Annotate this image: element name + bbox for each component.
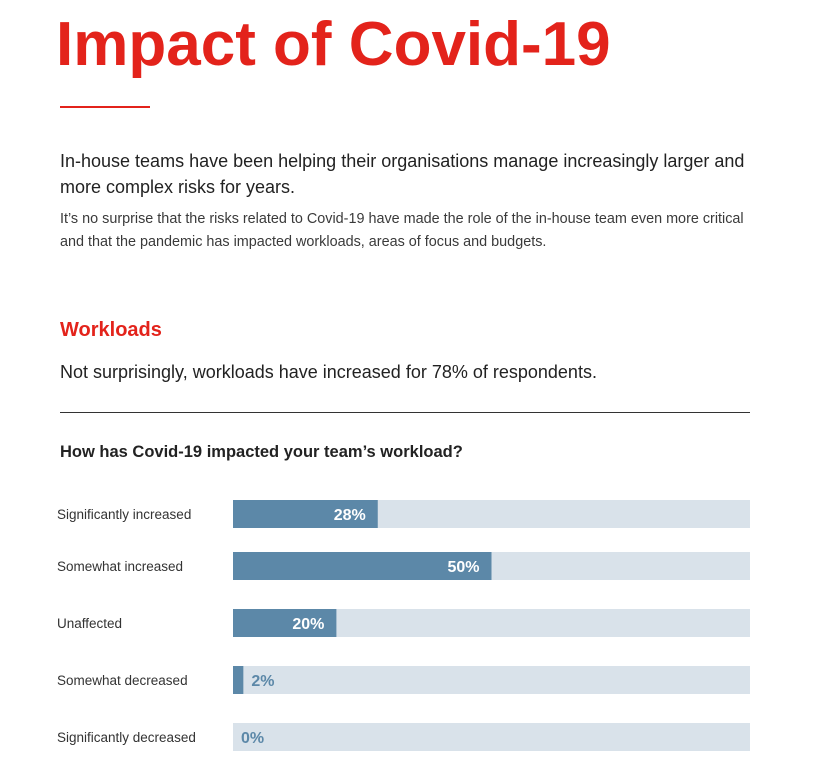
category-label: Unaffected [57,616,122,631]
category-label: Significantly increased [57,507,191,522]
bar-value-label: 2% [251,673,274,690]
bar-value-label: 28% [334,507,366,524]
divider [60,412,750,413]
bar-value-label: 50% [447,559,479,576]
page-title: Impact of Covid-19 [56,10,611,79]
bar [233,500,378,528]
bar-value-label: 20% [292,616,324,633]
section-heading-workloads: Workloads [60,319,162,341]
chart-title: How has Covid-19 impacted your team’s wo… [60,443,463,461]
lead-paragraph: In-house teams have been helping their o… [60,151,745,197]
category-label: Somewhat increased [57,559,183,574]
bar-track [233,723,750,751]
category-label: Significantly decreased [57,730,196,745]
title-underline [60,106,150,108]
bar [233,609,337,637]
category-label: Somewhat decreased [57,673,188,688]
body-paragraph: It’s no surprise that the risks related … [60,211,744,250]
bar-value-label: 0% [241,730,264,747]
bar-track [233,666,750,694]
bar [233,552,492,580]
bar [233,666,244,694]
section-lead: Not surprisingly, workloads have increas… [60,362,597,382]
